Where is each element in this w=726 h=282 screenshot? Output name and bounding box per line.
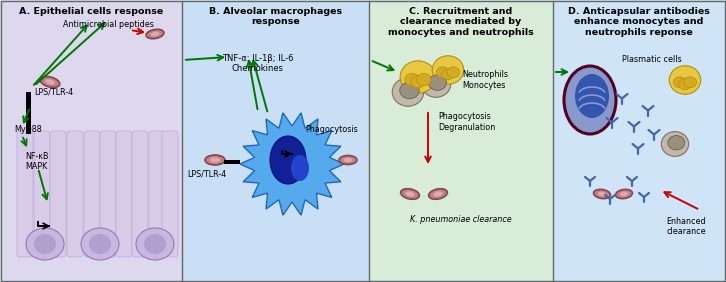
FancyBboxPatch shape (149, 131, 165, 257)
Ellipse shape (89, 234, 111, 254)
Ellipse shape (146, 29, 164, 39)
Ellipse shape (564, 66, 616, 134)
Polygon shape (240, 113, 344, 215)
Text: Antimicrobial peptides: Antimicrobial peptides (62, 20, 153, 29)
FancyBboxPatch shape (162, 131, 178, 257)
Ellipse shape (291, 155, 309, 181)
Text: LPS/TLR-4: LPS/TLR-4 (187, 169, 226, 179)
Ellipse shape (392, 78, 424, 106)
Bar (554, 2, 724, 280)
Ellipse shape (400, 61, 436, 93)
Ellipse shape (421, 71, 451, 97)
Text: Neutrophils
Monocytes: Neutrophils Monocytes (462, 70, 508, 90)
Text: C. Recruitment and
clearance mediated by
monocytes and neutrophils: C. Recruitment and clearance mediated by… (388, 7, 534, 37)
Ellipse shape (684, 77, 697, 88)
Ellipse shape (40, 76, 60, 87)
Bar (183, 2, 369, 280)
FancyBboxPatch shape (100, 131, 116, 257)
Ellipse shape (411, 76, 425, 88)
FancyBboxPatch shape (67, 131, 83, 257)
Text: Plasmatic cells: Plasmatic cells (622, 56, 682, 65)
Text: A. Epithelial cells response: A. Epithelial cells response (19, 7, 163, 16)
Ellipse shape (575, 74, 609, 118)
Text: B. Alveolar macrophages
response: B. Alveolar macrophages response (209, 7, 343, 27)
Ellipse shape (34, 234, 56, 254)
FancyBboxPatch shape (34, 131, 50, 257)
Ellipse shape (428, 189, 447, 199)
Text: Phagocytosis: Phagocytosis (305, 125, 358, 135)
Ellipse shape (447, 67, 460, 78)
Ellipse shape (136, 228, 174, 260)
FancyBboxPatch shape (132, 131, 148, 257)
FancyBboxPatch shape (84, 131, 100, 257)
Ellipse shape (436, 67, 449, 78)
Ellipse shape (401, 189, 420, 199)
FancyBboxPatch shape (17, 131, 33, 257)
Ellipse shape (433, 191, 443, 197)
Text: K. pneumoniae clearance: K. pneumoniae clearance (410, 215, 512, 224)
Ellipse shape (45, 79, 55, 85)
Ellipse shape (594, 190, 611, 199)
Text: D. Anticapsular antibodies
enhance monocytes and
neutrophils reponse: D. Anticapsular antibodies enhance monoc… (568, 7, 710, 37)
Ellipse shape (674, 77, 686, 88)
Ellipse shape (616, 190, 632, 199)
Ellipse shape (405, 191, 415, 197)
Ellipse shape (405, 73, 420, 86)
Ellipse shape (417, 73, 431, 86)
Ellipse shape (339, 155, 357, 164)
Ellipse shape (432, 56, 464, 84)
Ellipse shape (150, 32, 160, 36)
Text: LPS/TLR-4: LPS/TLR-4 (34, 87, 73, 96)
Bar (2, 2, 182, 280)
Ellipse shape (270, 136, 306, 184)
Text: NF-κB
MAPK: NF-κB MAPK (25, 152, 49, 171)
Ellipse shape (210, 158, 220, 162)
FancyBboxPatch shape (50, 131, 66, 257)
Ellipse shape (81, 228, 119, 260)
FancyBboxPatch shape (116, 131, 132, 257)
Ellipse shape (144, 234, 166, 254)
Ellipse shape (620, 192, 628, 196)
Text: TNF-α: IL-1β; IL-6
Chemokines: TNF-α: IL-1β; IL-6 Chemokines (222, 54, 294, 73)
Ellipse shape (441, 69, 454, 80)
Ellipse shape (26, 228, 64, 260)
Ellipse shape (343, 158, 353, 162)
Ellipse shape (661, 132, 689, 156)
Ellipse shape (669, 66, 701, 94)
Ellipse shape (597, 192, 606, 196)
Ellipse shape (668, 136, 685, 150)
Text: Phagocytosis
Degranulation: Phagocytosis Degranulation (438, 112, 495, 132)
Ellipse shape (205, 155, 225, 165)
Bar (26, 92, 31, 134)
Ellipse shape (400, 82, 419, 99)
Bar (370, 2, 553, 280)
Ellipse shape (679, 79, 691, 90)
Text: MyD88: MyD88 (14, 125, 42, 135)
Text: Enhanced
clearance: Enhanced clearance (666, 217, 706, 236)
Bar (224, 160, 240, 164)
Ellipse shape (428, 75, 446, 90)
